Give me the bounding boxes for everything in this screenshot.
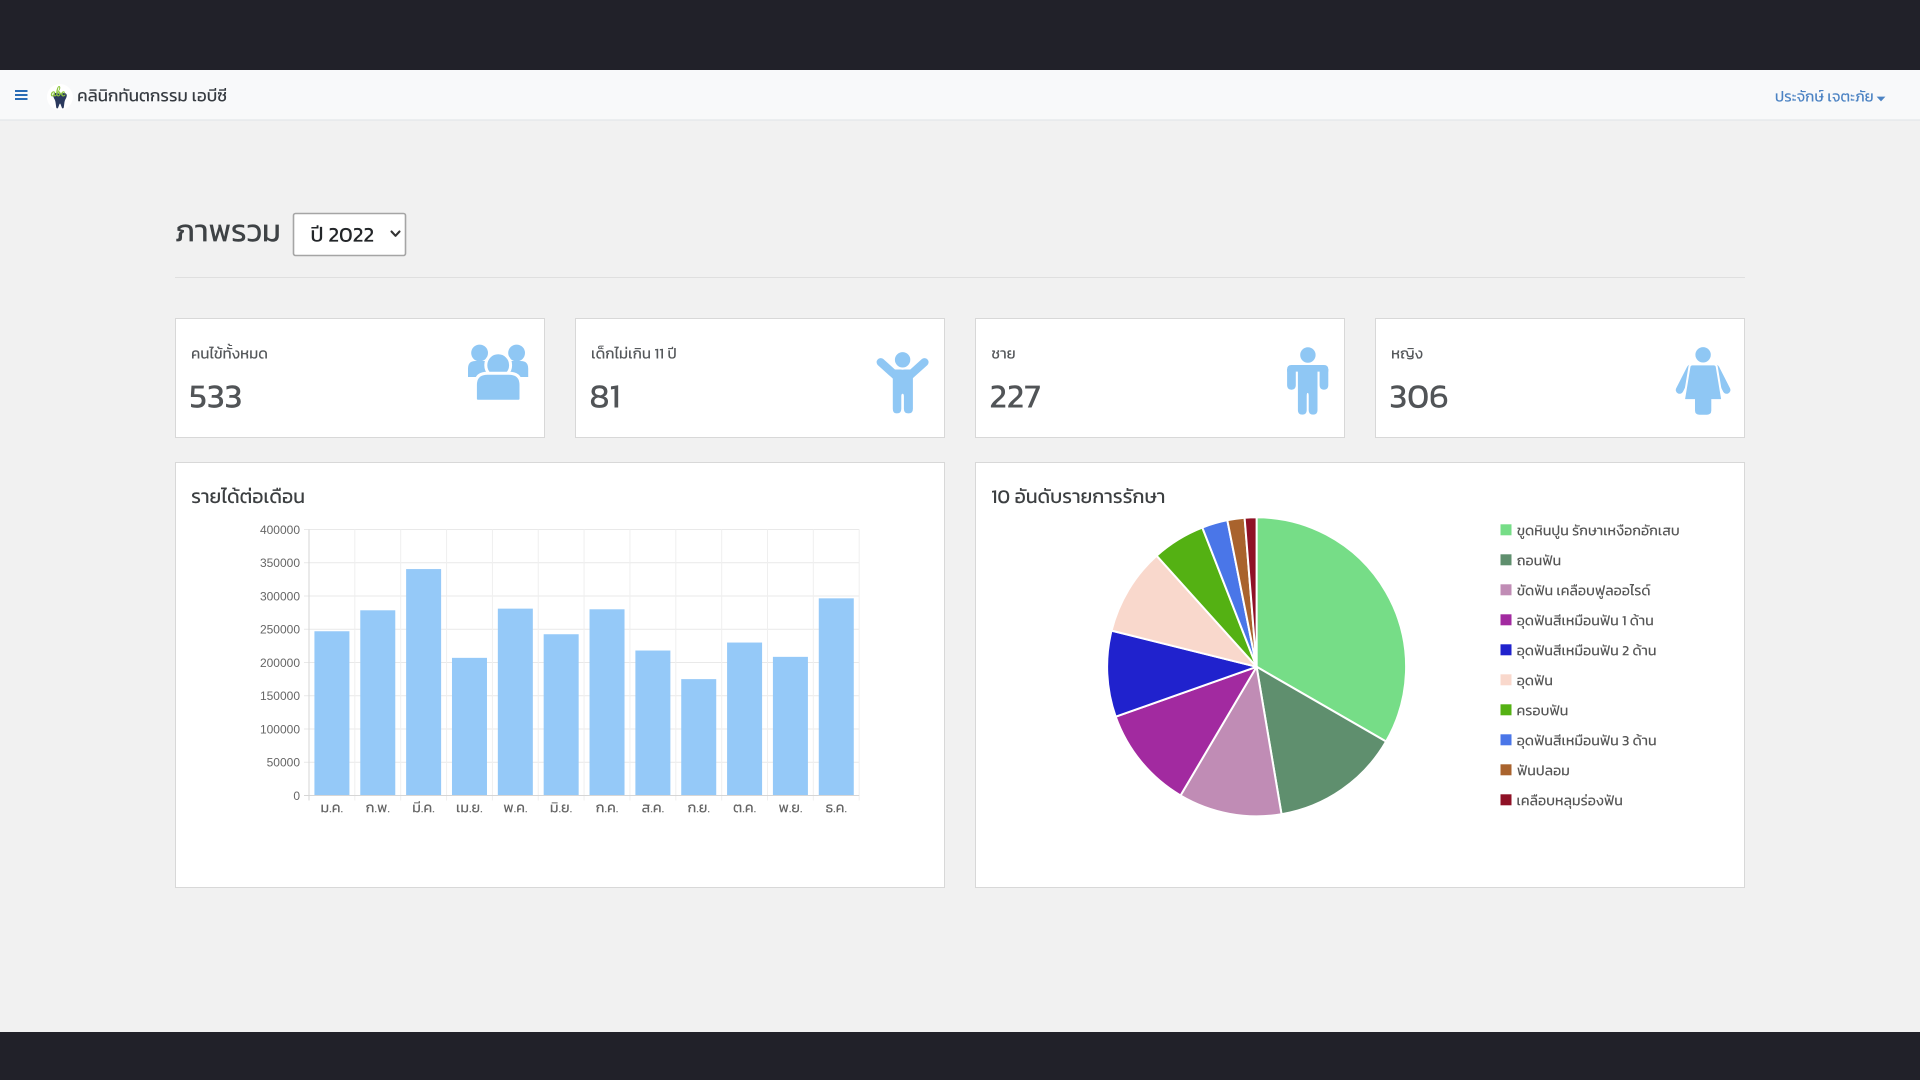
svg-text:250000: 250000 — [260, 623, 300, 637]
svg-text:300000: 300000 — [260, 589, 300, 603]
svg-text:150000: 150000 — [260, 689, 300, 703]
svg-text:50000: 50000 — [267, 756, 301, 770]
svg-text:400000: 400000 — [260, 523, 300, 537]
svg-text:350000: 350000 — [260, 556, 300, 570]
svg-text:100000: 100000 — [260, 722, 300, 736]
svg-text:200000: 200000 — [260, 656, 300, 670]
svg-text:0: 0 — [293, 789, 300, 803]
